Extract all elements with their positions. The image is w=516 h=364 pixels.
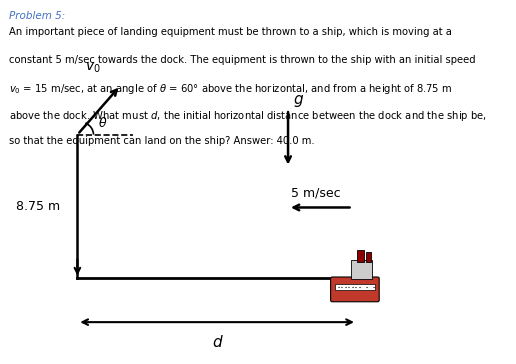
Bar [366,252,372,262]
Text: 8.75 m: 8.75 m [16,200,60,213]
Text: g: g [293,92,303,107]
Bar [335,284,375,290]
Text: 5 m/sec: 5 m/sec [292,186,341,199]
Bar [357,250,364,262]
Bar [351,260,372,279]
Text: An important piece of landing equipment must be thrown to a ship, which is movin: An important piece of landing equipment … [9,27,452,37]
Text: above the dock. What must $d$, the initial horizontal distance between the dock : above the dock. What must $d$, the initi… [9,109,487,123]
Text: so that the equipment can land on the ship? Answer: 40.0 m.: so that the equipment can land on the sh… [9,136,314,146]
Text: $v_0$: $v_0$ [85,60,101,75]
Text: $v_0$ = 15 m/sec, at an angle of $\theta$ = 60° above the horizontal, and from a: $v_0$ = 15 m/sec, at an angle of $\theta… [9,82,452,96]
Text: Problem 5:: Problem 5: [9,11,65,21]
Text: d: d [212,335,222,350]
Text: $\theta$: $\theta$ [98,116,107,130]
FancyBboxPatch shape [331,277,379,302]
Text: constant 5 m/sec towards the dock. The equipment is thrown to the ship with an i: constant 5 m/sec towards the dock. The e… [9,55,475,64]
